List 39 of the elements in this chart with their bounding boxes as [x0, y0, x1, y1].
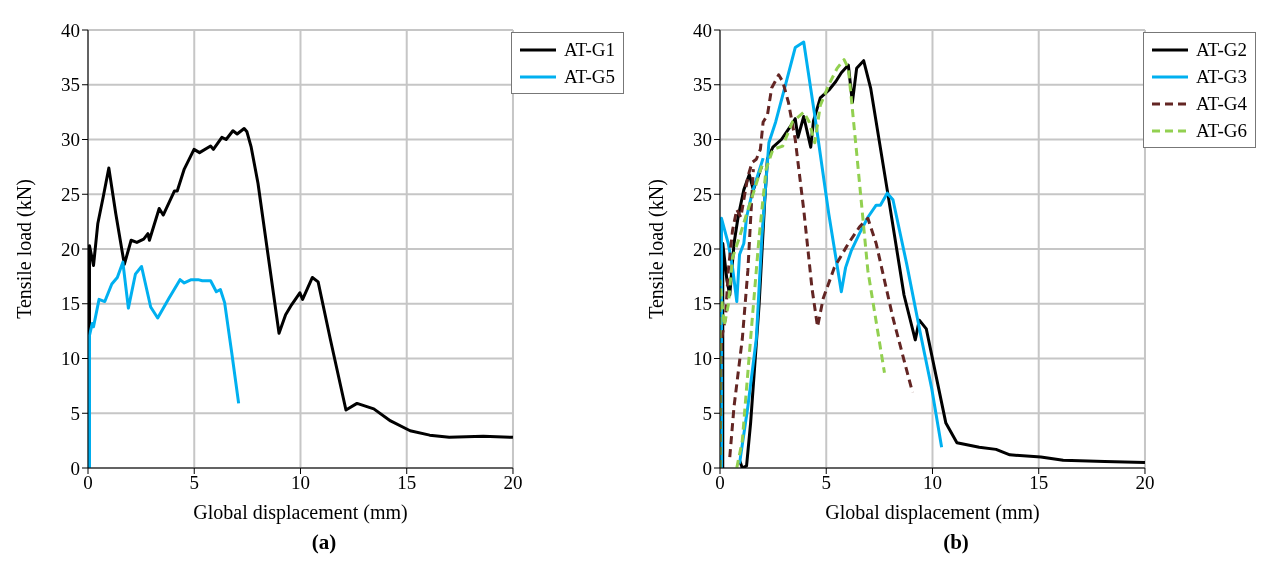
- y-axis-title: Tensile load (kN): [645, 179, 669, 319]
- x-axis-title: Global displacement (mm): [193, 501, 408, 524]
- line-series: [88, 260, 241, 468]
- y-tick-label: 25: [693, 183, 712, 205]
- y-tick-label: 10: [61, 348, 80, 370]
- y-tick-label: 40: [693, 19, 712, 41]
- y-tick-label: 15: [61, 293, 80, 315]
- legend-label: AT-G2: [1195, 38, 1247, 62]
- y-tick-label: 35: [61, 74, 80, 96]
- x-tick-label: 10: [290, 472, 310, 494]
- y-tick-label: 20: [61, 238, 80, 260]
- y-tick-label: 25: [61, 183, 80, 205]
- x-tick-label: 20: [1135, 472, 1155, 494]
- legend-label: AT-G4: [1195, 92, 1247, 116]
- x-tick-label: 15: [1029, 472, 1049, 494]
- y-tick-label: 30: [61, 129, 80, 151]
- y-tick-label: 5: [70, 402, 80, 424]
- y-tick-label: 0: [70, 457, 80, 479]
- legend-label: AT-G5: [563, 65, 615, 89]
- x-tick-label: 5: [189, 472, 199, 494]
- y-axis-title: Tensile load (kN): [13, 179, 37, 319]
- text: (a): [310, 530, 338, 555]
- x-tick-label: 10: [922, 472, 942, 494]
- x-tick-label: 5: [821, 472, 831, 494]
- x-axis-title: Global displacement (mm): [825, 501, 1040, 524]
- y-tick-label: 10: [693, 348, 712, 370]
- legend-label: AT-G6: [1195, 119, 1247, 143]
- x-tick-label: 15: [397, 472, 417, 494]
- y-tick-label: 5: [702, 402, 712, 424]
- y-tick-label: 35: [693, 74, 712, 96]
- y-tick-label: 40: [61, 19, 80, 41]
- y-tick-label: 30: [693, 129, 712, 151]
- y-tick-label: 0: [702, 457, 712, 479]
- x-tick-label: 20: [503, 472, 523, 494]
- legend-label: AT-G1: [563, 38, 615, 62]
- text: (b): [942, 530, 970, 555]
- legend-label: AT-G3: [1195, 65, 1247, 89]
- y-tick-label: 15: [693, 293, 712, 315]
- y-tick-label: 20: [693, 238, 712, 260]
